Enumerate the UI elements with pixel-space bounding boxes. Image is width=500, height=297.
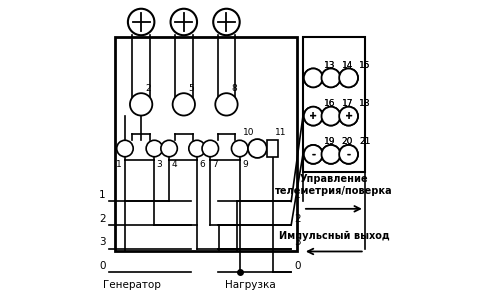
Text: -: -: [312, 149, 316, 159]
Text: -: -: [346, 149, 350, 159]
Circle shape: [339, 107, 358, 126]
Text: 4: 4: [172, 160, 177, 169]
Circle shape: [339, 107, 358, 126]
Text: 1: 1: [294, 190, 301, 200]
Circle shape: [248, 139, 267, 158]
Text: +: +: [309, 111, 318, 121]
Circle shape: [322, 145, 340, 164]
Circle shape: [161, 140, 178, 157]
Circle shape: [304, 69, 322, 87]
Circle shape: [322, 107, 340, 126]
Text: 6: 6: [200, 160, 205, 169]
Circle shape: [213, 9, 240, 35]
Text: Импульсный выход: Импульсный выход: [278, 231, 389, 241]
Circle shape: [232, 140, 248, 157]
Text: 2: 2: [294, 214, 301, 224]
Text: 21: 21: [360, 138, 371, 146]
Text: -: -: [346, 149, 350, 159]
Circle shape: [116, 140, 133, 157]
Text: 3: 3: [99, 237, 106, 247]
Circle shape: [322, 69, 340, 87]
Text: Управление
телеметрия/поверка: Управление телеметрия/поверка: [275, 174, 392, 196]
Text: -: -: [312, 149, 316, 159]
Text: 19: 19: [324, 138, 336, 146]
Text: 2: 2: [146, 83, 151, 93]
Text: 15: 15: [360, 61, 371, 70]
Text: 16: 16: [324, 99, 336, 108]
Circle shape: [130, 93, 152, 116]
Text: 0: 0: [100, 260, 106, 271]
Text: 14: 14: [342, 61, 353, 70]
Circle shape: [128, 9, 154, 35]
Text: +: +: [344, 111, 352, 121]
Circle shape: [170, 9, 197, 35]
Circle shape: [146, 140, 162, 157]
Text: 3: 3: [156, 160, 162, 169]
Circle shape: [322, 145, 340, 164]
Circle shape: [202, 140, 218, 157]
Text: 7: 7: [212, 160, 218, 169]
Text: 2: 2: [99, 214, 106, 224]
Circle shape: [304, 107, 322, 126]
Text: 10: 10: [243, 128, 254, 137]
Circle shape: [304, 107, 322, 126]
Circle shape: [172, 93, 195, 116]
Text: 13: 13: [324, 61, 336, 70]
Text: 17: 17: [342, 99, 353, 108]
Text: 20: 20: [342, 138, 353, 146]
Text: 3: 3: [294, 237, 301, 247]
Circle shape: [322, 69, 340, 87]
Circle shape: [339, 69, 358, 87]
Circle shape: [216, 93, 238, 116]
Text: +: +: [309, 111, 318, 121]
Text: 18: 18: [360, 99, 371, 108]
Text: 0: 0: [294, 260, 300, 271]
Circle shape: [339, 69, 358, 87]
Text: 11: 11: [275, 128, 286, 137]
Text: +: +: [344, 111, 352, 121]
Text: 14: 14: [342, 61, 353, 70]
FancyBboxPatch shape: [303, 37, 364, 172]
FancyBboxPatch shape: [114, 37, 297, 252]
Circle shape: [189, 140, 206, 157]
Circle shape: [304, 145, 322, 164]
Circle shape: [339, 145, 358, 164]
Circle shape: [339, 145, 358, 164]
Text: 19: 19: [324, 138, 336, 146]
Text: 1: 1: [116, 160, 122, 169]
Circle shape: [322, 107, 340, 126]
Text: 21: 21: [360, 138, 371, 146]
FancyBboxPatch shape: [267, 140, 278, 157]
Text: Нагрузка: Нагрузка: [224, 280, 276, 290]
Text: 15: 15: [360, 61, 371, 70]
Text: 17: 17: [342, 99, 353, 108]
Text: 16: 16: [324, 99, 336, 108]
Text: 13: 13: [324, 61, 336, 70]
Text: 20: 20: [342, 138, 353, 146]
Text: 18: 18: [360, 99, 371, 108]
Circle shape: [304, 145, 322, 164]
Text: 5: 5: [188, 83, 194, 93]
Circle shape: [304, 69, 322, 87]
Text: Генератор: Генератор: [104, 280, 161, 290]
Text: 9: 9: [242, 160, 248, 169]
Text: 1: 1: [99, 190, 106, 200]
Text: 8: 8: [231, 83, 236, 93]
